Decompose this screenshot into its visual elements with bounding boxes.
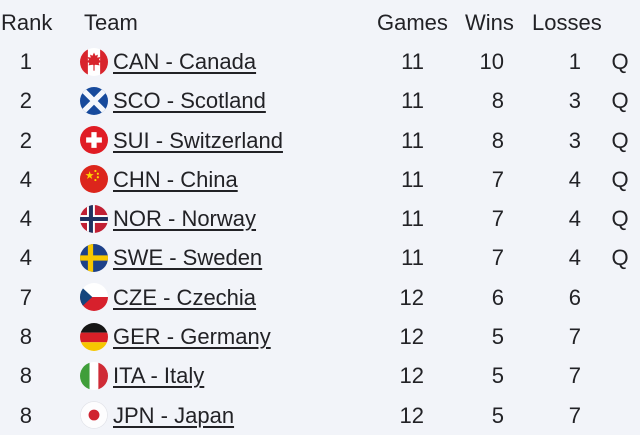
wins-column-header: Wins — [465, 10, 514, 35]
qualified-badge: Q — [611, 88, 629, 114]
games-value: 12 — [399, 284, 424, 310]
losses-value: 4 — [568, 166, 581, 192]
wins-value: 10 — [479, 49, 504, 74]
qualified-badge: Q — [611, 127, 629, 153]
scotland-flag-icon — [80, 86, 108, 115]
team-cell: SCO - Scotland — [113, 81, 266, 120]
team-cell: SUI - Switzerland — [113, 121, 283, 160]
canada-flag-icon — [80, 47, 108, 76]
team-link[interactable]: JPN - Japan — [113, 402, 235, 428]
rank-column-header: Rank — [1, 10, 53, 35]
table-row: 2 SUI - Switzerland 11 8 3 Q — [0, 121, 640, 160]
wins-value: 8 — [491, 88, 504, 114]
team-cell: JPN - Japan — [113, 396, 234, 435]
table-row: 8 JPN - Japan 12 5 7 — [0, 396, 640, 435]
qualified-badge — [605, 278, 635, 317]
games-value: 11 — [401, 166, 424, 192]
team-cell: CZE - Czechia — [113, 278, 256, 317]
team-link[interactable]: SCO - Scotland — [113, 88, 266, 114]
japan-flag-icon — [80, 401, 108, 430]
losses-value: 3 — [568, 88, 581, 114]
rank-value: 4 — [19, 245, 32, 271]
table-row: 2 SCO - Scotland 11 8 3 Q — [0, 81, 640, 120]
rank-value: 8 — [19, 402, 32, 428]
wins-value: 5 — [491, 324, 504, 350]
rank-value: 7 — [19, 284, 32, 310]
qualified-badge: Q — [611, 245, 629, 271]
rank-value: 4 — [19, 206, 32, 232]
losses-value: 7 — [568, 402, 581, 428]
games-value: 11 — [401, 88, 424, 114]
table-header-row: Rank Team Games Wins Losses — [0, 0, 640, 44]
wins-value: 5 — [491, 402, 504, 428]
team-cell: NOR - Norway — [113, 199, 256, 238]
team-link[interactable]: CHN - China — [113, 166, 238, 192]
team-link[interactable]: GER - Germany — [113, 324, 271, 350]
qualified-badge: Q — [611, 49, 629, 74]
wins-value: 7 — [491, 245, 504, 271]
qualified-badge: Q — [611, 166, 629, 192]
games-column-header: Games — [377, 10, 448, 35]
table-row: 8 GER - Germany 12 5 7 — [0, 317, 640, 356]
rank-value: 2 — [19, 88, 32, 114]
qualified-badge — [605, 317, 635, 356]
team-cell: GER - Germany — [113, 317, 271, 356]
table-row: 4 CHN - China 11 7 4 Q — [0, 160, 640, 199]
table-row: 7 CZE - Czechia 12 6 6 — [0, 278, 640, 317]
team-link[interactable]: NOR - Norway — [113, 206, 257, 232]
losses-value: 1 — [568, 49, 581, 74]
games-value: 11 — [401, 49, 424, 74]
losses-value: 6 — [568, 284, 581, 310]
czechia-flag-icon — [80, 283, 108, 312]
norway-flag-icon — [80, 204, 108, 233]
germany-flag-icon — [80, 322, 108, 351]
team-cell: SWE - Sweden — [113, 238, 262, 277]
wins-value: 7 — [491, 206, 504, 232]
rank-value: 8 — [19, 363, 32, 389]
standings-rows: 1 CAN - Canada 11 10 1 Q 2 SCO - Scotlan… — [0, 42, 640, 435]
losses-value: 4 — [568, 206, 581, 232]
losses-value: 4 — [568, 245, 581, 271]
team-cell: CAN - Canada — [113, 42, 256, 81]
team-link[interactable]: CAN - Canada — [113, 49, 257, 74]
team-link[interactable]: SUI - Switzerland — [113, 127, 283, 153]
games-value: 11 — [401, 127, 424, 153]
table-row: 1 CAN - Canada 11 10 1 Q — [0, 42, 640, 81]
losses-value: 7 — [568, 324, 581, 350]
table-row: 4 NOR - Norway 11 7 4 Q — [0, 199, 640, 238]
sweden-flag-icon — [80, 244, 108, 273]
rank-value: 4 — [19, 166, 32, 192]
qualified-badge — [605, 356, 635, 395]
losses-value: 3 — [568, 127, 581, 153]
table-row: 4 SWE - Sweden 11 7 4 Q — [0, 238, 640, 277]
rank-value: 8 — [19, 324, 32, 350]
losses-column-header: Losses — [532, 10, 602, 35]
team-cell: CHN - China — [113, 160, 238, 199]
wins-value: 6 — [491, 284, 504, 310]
games-value: 12 — [399, 324, 424, 350]
china-flag-icon — [80, 165, 108, 194]
qualified-badge — [605, 396, 635, 435]
team-column-header: Team — [84, 10, 138, 35]
games-value: 12 — [399, 363, 424, 389]
table-row: 8 ITA - Italy 12 5 7 — [0, 356, 640, 395]
wins-value: 8 — [491, 127, 504, 153]
team-link[interactable]: SWE - Sweden — [113, 245, 263, 271]
team-cell: ITA - Italy — [113, 356, 204, 395]
wins-value: 7 — [491, 166, 504, 192]
wins-value: 5 — [491, 363, 504, 389]
games-value: 11 — [401, 245, 424, 271]
italy-flag-icon — [80, 361, 108, 390]
losses-value: 7 — [568, 363, 581, 389]
team-link[interactable]: ITA - Italy — [113, 363, 205, 389]
team-link[interactable]: CZE - Czechia — [113, 284, 257, 310]
qualified-badge: Q — [611, 206, 629, 232]
rank-value: 1 — [19, 49, 32, 74]
switzerland-flag-icon — [80, 126, 108, 155]
rank-value: 2 — [19, 127, 32, 153]
games-value: 12 — [399, 402, 424, 428]
games-value: 11 — [401, 206, 424, 232]
